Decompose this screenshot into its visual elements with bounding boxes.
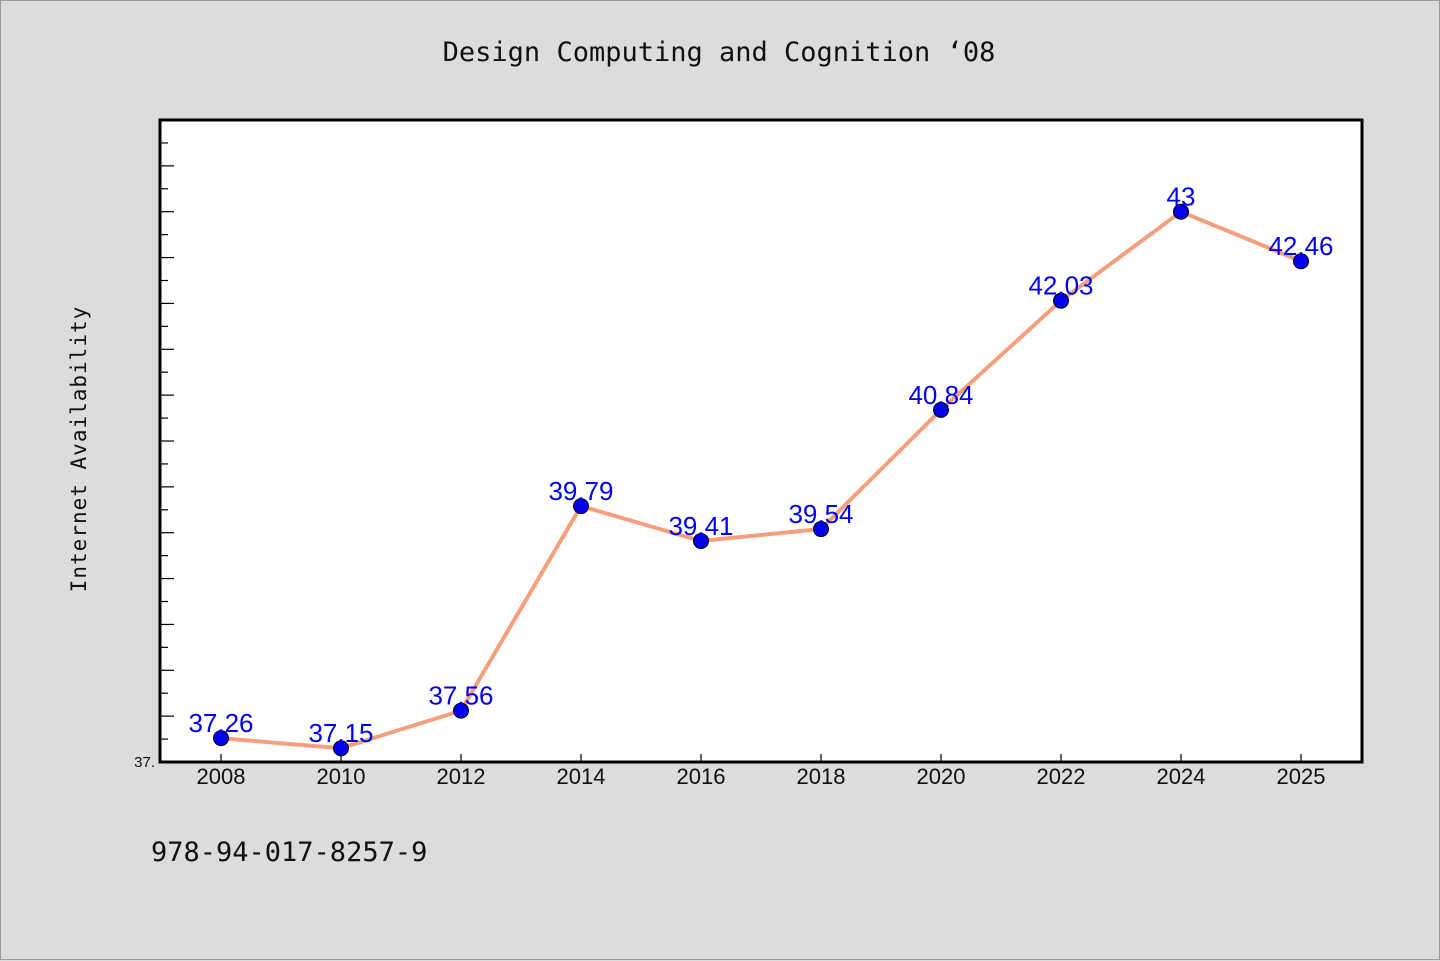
chart-title: Design Computing and Cognition ‘08 [442,37,996,68]
data-label: 39.54 [788,499,853,529]
x-tick-label: 2012 [437,764,486,789]
x-tick-label: 2022 [1037,764,1086,789]
data-point [933,401,949,418]
data-markers [213,203,1309,757]
data-label: 37.56 [428,681,493,711]
data-point [1173,203,1189,220]
series-line [219,209,1303,751]
data-point [453,702,469,719]
x-tick-label: 2016 [677,764,726,789]
x-tick-label: 2024 [1157,764,1206,789]
x-tick-label: 2020 [917,764,966,789]
x-tick-label: 2025 [1277,764,1326,789]
data-point [693,532,709,549]
data-point [1053,292,1069,309]
data-label: 39.41 [668,511,733,541]
data-label: 42.46 [1268,231,1333,261]
data-point [573,498,589,515]
y-axis-ticks [160,142,174,763]
data-point [213,730,229,747]
data-label: 40.84 [908,380,973,410]
data-point [1293,253,1309,270]
isbn-code: 978-94-017-8257-9 [151,837,428,868]
data-label: 39.79 [548,476,613,506]
data-label: 37.26 [188,708,253,738]
x-tick-label: 2010 [317,764,366,789]
data-label: 43 [1167,182,1196,212]
data-label: 42.03 [1028,271,1093,301]
y-axis-min-label: 37. [134,754,155,771]
x-tick-label: 2008 [197,764,246,789]
x-tick-label: 2014 [557,764,606,789]
data-point [813,521,829,538]
data-label: 37.15 [308,718,373,748]
x-axis-ticks: 2008 2010 2012 2014 2016 2018 2020 2022 2024 2025 [197,754,1326,789]
data-point [333,740,349,757]
data-labels: 37.26 37.15 37.56 39.79 39.41 39.54 40.84 42.03… [188,182,1333,749]
x-tick-label: 2018 [797,764,846,789]
